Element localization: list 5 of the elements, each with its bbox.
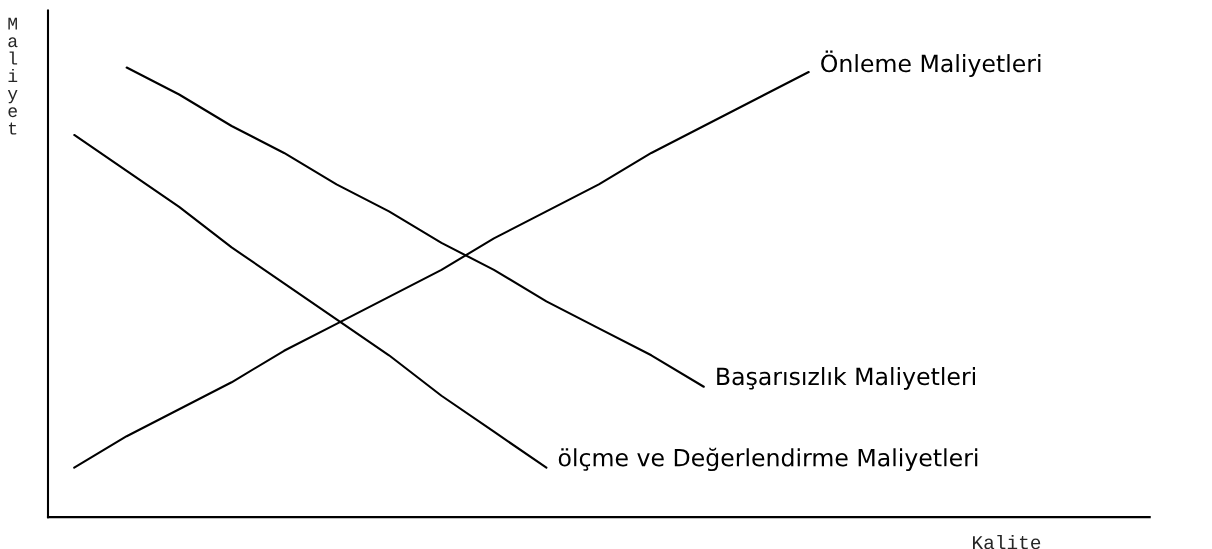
y-axis-title: Maliyet	[7, 17, 18, 135]
series-label: Başarısızlık Maliyetleri	[717, 367, 975, 390]
x-axis-title: Kalite	[973, 534, 1041, 549]
series-label: ölçme ve Değerlendirme Maliyetleri	[558, 447, 978, 472]
series-label: Önleme Maliyetleri	[821, 50, 1041, 77]
